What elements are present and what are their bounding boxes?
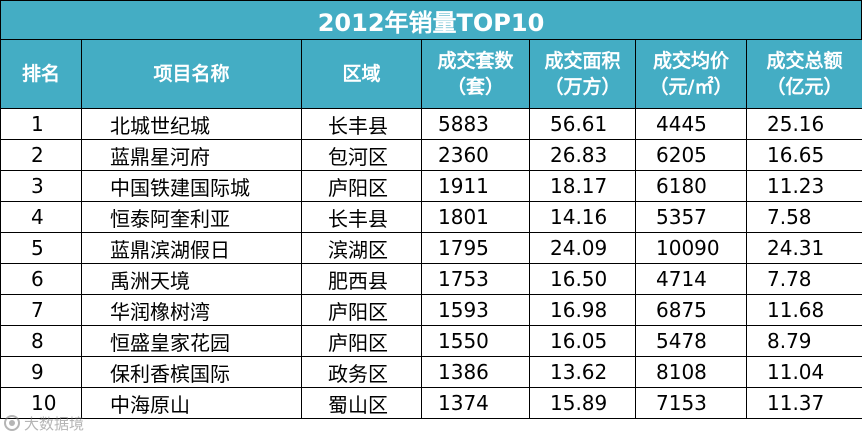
cell-district: 政务区 [301, 356, 422, 388]
table-title: 2012年销量TOP10 [0, 0, 862, 40]
cell-total: 8.79 [746, 325, 862, 357]
cell-district: 庐阳区 [301, 325, 422, 357]
cell-area: 24.09 [529, 232, 636, 264]
cell-units: 1801 [421, 201, 530, 233]
cell-rank: 3 [0, 170, 82, 202]
cell-avg-price: 4714 [635, 263, 747, 295]
cell-units: 1374 [421, 387, 530, 419]
header-units: 成交套数 （套） [421, 39, 530, 109]
table-row: 4 恒泰阿奎利亚 长丰县 1801 14.16 5357 7.58 [0, 201, 862, 233]
cell-avg-price: 5357 [635, 201, 747, 233]
table-row: 10 中海原山 蜀山区 1374 15.89 7153 11.37 [0, 387, 862, 419]
table-row: 6 禹洲天境 肥西县 1753 16.50 4714 7.78 [0, 263, 862, 295]
cell-project-name: 华润橡树湾 [81, 294, 302, 326]
cell-units: 1386 [421, 356, 530, 388]
cell-rank: 10 [0, 387, 82, 419]
cell-district: 庐阳区 [301, 294, 422, 326]
cell-project-name: 恒泰阿奎利亚 [81, 201, 302, 233]
cell-district: 滨湖区 [301, 232, 422, 264]
cell-project-name: 中海原山 [81, 387, 302, 419]
cell-district: 庐阳区 [301, 170, 422, 202]
table-row: 3 中国铁建国际城 庐阳区 1911 18.17 6180 11.23 [0, 170, 862, 202]
cell-district: 长丰县 [301, 108, 422, 140]
cell-avg-price: 6180 [635, 170, 747, 202]
cell-area: 16.05 [529, 325, 636, 357]
table-row: 9 保利香槟国际 政务区 1386 13.62 8108 11.04 [0, 356, 862, 388]
cell-area: 14.16 [529, 201, 636, 233]
table-row: 8 恒盛皇家花园 庐阳区 1550 16.05 5478 8.79 [0, 325, 862, 357]
cell-total: 11.68 [746, 294, 862, 326]
cell-total: 25.16 [746, 108, 862, 140]
cell-avg-price: 6875 [635, 294, 747, 326]
cell-rank: 8 [0, 325, 82, 357]
cell-rank: 4 [0, 201, 82, 233]
cell-project-name: 保利香槟国际 [81, 356, 302, 388]
header-area: 成交面积 （万方） [529, 39, 636, 109]
cell-total: 11.23 [746, 170, 862, 202]
cell-total: 7.58 [746, 201, 862, 233]
cell-total: 11.37 [746, 387, 862, 419]
cell-area: 26.83 [529, 139, 636, 171]
cell-project-name: 禹洲天境 [81, 263, 302, 295]
table-row: 1 北城世纪城 长丰县 5883 56.61 4445 25.16 [0, 108, 862, 140]
cell-district: 包河区 [301, 139, 422, 171]
cell-rank: 5 [0, 232, 82, 264]
cell-units: 2360 [421, 139, 530, 171]
cell-district: 蜀山区 [301, 387, 422, 419]
cell-area: 16.98 [529, 294, 636, 326]
sales-table: 排名 项目名称 区域 成交套数 （套） 成交面积 （万方） 成交均价 （元/㎡） 成交… [0, 39, 862, 419]
cell-rank: 6 [0, 263, 82, 295]
cell-avg-price: 6205 [635, 139, 747, 171]
cell-rank: 2 [0, 139, 82, 171]
table-row: 2 蓝鼎星河府 包河区 2360 26.83 6205 16.65 [0, 139, 862, 171]
header-district: 区域 [301, 39, 422, 109]
cell-project-name: 蓝鼎滨湖假日 [81, 232, 302, 264]
cell-project-name: 蓝鼎星河府 [81, 139, 302, 171]
cell-rank: 7 [0, 294, 82, 326]
cell-area: 15.89 [529, 387, 636, 419]
cell-units: 1795 [421, 232, 530, 264]
header-row: 排名 项目名称 区域 成交套数 （套） 成交面积 （万方） 成交均价 （元/㎡） 成交… [0, 39, 862, 109]
header-total: 成交总额 （亿元） [746, 39, 862, 109]
cell-project-name: 中国铁建国际城 [81, 170, 302, 202]
table-row: 7 华润橡树湾 庐阳区 1593 16.98 6875 11.68 [0, 294, 862, 326]
cell-avg-price: 4445 [635, 108, 747, 140]
cell-total: 11.04 [746, 356, 862, 388]
cell-units: 1550 [421, 325, 530, 357]
cell-avg-price: 10090 [635, 232, 747, 264]
cell-total: 7.78 [746, 263, 862, 295]
header-rank: 排名 [0, 39, 82, 109]
header-avg-price: 成交均价 （元/㎡） [635, 39, 747, 109]
cell-avg-price: 8108 [635, 356, 747, 388]
cell-area: 56.61 [529, 108, 636, 140]
cell-avg-price: 5478 [635, 325, 747, 357]
cell-project-name: 恒盛皇家花园 [81, 325, 302, 357]
cell-rank: 9 [0, 356, 82, 388]
cell-area: 18.17 [529, 170, 636, 202]
cell-project-name: 北城世纪城 [81, 108, 302, 140]
cell-units: 1911 [421, 170, 530, 202]
cell-total: 16.65 [746, 139, 862, 171]
cell-district: 肥西县 [301, 263, 422, 295]
table-row: 5 蓝鼎滨湖假日 滨湖区 1795 24.09 10090 24.31 [0, 232, 862, 264]
cell-units: 1753 [421, 263, 530, 295]
cell-units: 1593 [421, 294, 530, 326]
header-project-name: 项目名称 [81, 39, 302, 109]
cell-total: 24.31 [746, 232, 862, 264]
cell-area: 16.50 [529, 263, 636, 295]
cell-units: 5883 [421, 108, 530, 140]
cell-avg-price: 7153 [635, 387, 747, 419]
cell-area: 13.62 [529, 356, 636, 388]
cell-rank: 1 [0, 108, 82, 140]
cell-district: 长丰县 [301, 201, 422, 233]
